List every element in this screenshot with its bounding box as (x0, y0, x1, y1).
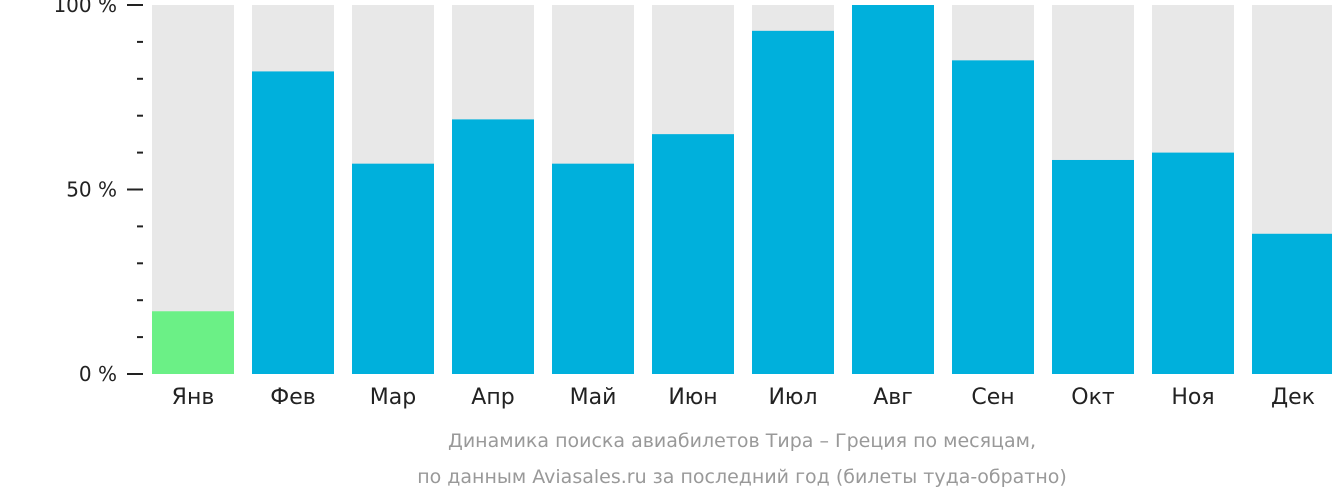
bar (852, 5, 934, 374)
x-tick-label: Сен (971, 385, 1014, 410)
y-tick-label: 50 % (66, 178, 117, 202)
bar (1252, 233, 1332, 374)
bar (252, 71, 334, 375)
x-tick-label: Май (570, 385, 617, 410)
x-tick-label: Дек (1271, 385, 1315, 410)
bar (452, 119, 534, 374)
x-tick-label: Мар (370, 385, 416, 410)
x-tick-label: Янв (172, 385, 215, 410)
bar (352, 163, 434, 374)
bar (752, 30, 834, 375)
x-tick-label: Ноя (1171, 385, 1214, 410)
bar (552, 163, 634, 374)
bar (952, 60, 1034, 374)
x-tick-label: Июл (768, 385, 817, 410)
x-tick-label: Авг (873, 385, 913, 410)
bar (652, 134, 734, 374)
x-tick-label: Июн (668, 385, 717, 410)
x-tick-label: Фев (270, 385, 315, 410)
x-tick-label: Окт (1071, 385, 1115, 410)
chart-caption-line-1: Динамика поиска авиабилетов Тира – Греци… (447, 430, 1037, 452)
bar (152, 311, 234, 374)
y-tick-label: 100 % (53, 0, 117, 17)
chart-caption-line-2: по данным Aviasales.ru за последний год … (417, 466, 1067, 488)
y-tick-label: 0 % (79, 362, 117, 386)
bar-chart: Янв Фев Мар Апр Май Июн Июл Авг Сен Окт Ноя Дек 0 % 5… (53, 0, 1332, 410)
bar (1152, 152, 1234, 374)
bar (1052, 159, 1134, 374)
x-tick-label: Апр (471, 385, 514, 410)
